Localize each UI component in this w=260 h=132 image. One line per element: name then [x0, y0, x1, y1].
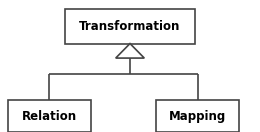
Bar — [156, 100, 239, 132]
Text: Relation: Relation — [22, 110, 77, 123]
Polygon shape — [116, 44, 144, 58]
Bar — [65, 9, 195, 44]
Text: Transformation: Transformation — [79, 20, 181, 33]
Bar — [8, 100, 91, 132]
Text: Mapping: Mapping — [169, 110, 226, 123]
